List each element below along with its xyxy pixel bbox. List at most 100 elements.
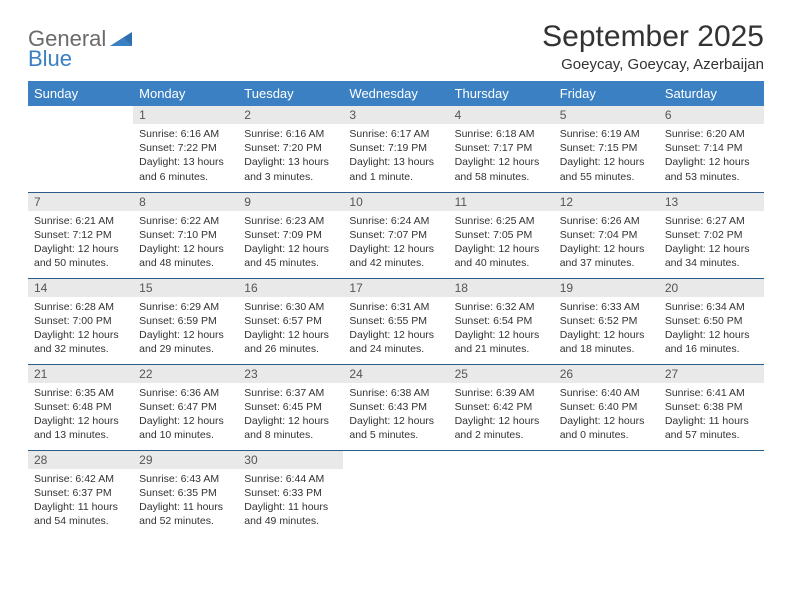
calendar-day-cell: 16Sunrise: 6:30 AMSunset: 6:57 PMDayligh…	[238, 278, 343, 364]
day-details: Sunrise: 6:37 AMSunset: 6:45 PMDaylight:…	[238, 383, 343, 447]
day-number: 23	[238, 365, 343, 383]
day-number: 24	[343, 365, 448, 383]
day-number: 18	[449, 279, 554, 297]
calendar-day-cell: 6Sunrise: 6:20 AMSunset: 7:14 PMDaylight…	[659, 106, 764, 192]
day-details: Sunrise: 6:25 AMSunset: 7:05 PMDaylight:…	[449, 211, 554, 275]
day-number: 13	[659, 193, 764, 211]
calendar-day-cell: 9Sunrise: 6:23 AMSunset: 7:09 PMDaylight…	[238, 192, 343, 278]
calendar-day-cell: 27Sunrise: 6:41 AMSunset: 6:38 PMDayligh…	[659, 364, 764, 450]
calendar-day-cell: 5Sunrise: 6:19 AMSunset: 7:15 PMDaylight…	[554, 106, 659, 192]
calendar-day-cell: 28Sunrise: 6:42 AMSunset: 6:37 PMDayligh…	[28, 450, 133, 536]
day-details: Sunrise: 6:27 AMSunset: 7:02 PMDaylight:…	[659, 211, 764, 275]
day-details: Sunrise: 6:21 AMSunset: 7:12 PMDaylight:…	[28, 211, 133, 275]
day-number: 22	[133, 365, 238, 383]
calendar-day-cell: 18Sunrise: 6:32 AMSunset: 6:54 PMDayligh…	[449, 278, 554, 364]
calendar-day-cell: 10Sunrise: 6:24 AMSunset: 7:07 PMDayligh…	[343, 192, 448, 278]
weekday-header: Friday	[554, 81, 659, 106]
day-number: 15	[133, 279, 238, 297]
day-details: Sunrise: 6:29 AMSunset: 6:59 PMDaylight:…	[133, 297, 238, 361]
calendar-day-cell: 11Sunrise: 6:25 AMSunset: 7:05 PMDayligh…	[449, 192, 554, 278]
day-details: Sunrise: 6:23 AMSunset: 7:09 PMDaylight:…	[238, 211, 343, 275]
day-details: Sunrise: 6:30 AMSunset: 6:57 PMDaylight:…	[238, 297, 343, 361]
calendar-day-cell: 19Sunrise: 6:33 AMSunset: 6:52 PMDayligh…	[554, 278, 659, 364]
calendar-week-row: 28Sunrise: 6:42 AMSunset: 6:37 PMDayligh…	[28, 450, 764, 536]
location-text: Goeycay, Goeycay, Azerbaijan	[542, 56, 764, 73]
day-number: 5	[554, 106, 659, 124]
day-details: Sunrise: 6:20 AMSunset: 7:14 PMDaylight:…	[659, 124, 764, 188]
weekday-header: Wednesday	[343, 81, 448, 106]
weekday-header: Thursday	[449, 81, 554, 106]
day-details: Sunrise: 6:38 AMSunset: 6:43 PMDaylight:…	[343, 383, 448, 447]
title-block: September 2025 Goeycay, Goeycay, Azerbai…	[542, 20, 764, 73]
day-details: Sunrise: 6:41 AMSunset: 6:38 PMDaylight:…	[659, 383, 764, 447]
day-details: Sunrise: 6:18 AMSunset: 7:17 PMDaylight:…	[449, 124, 554, 188]
weekday-header: Saturday	[659, 81, 764, 106]
calendar-day-cell: 24Sunrise: 6:38 AMSunset: 6:43 PMDayligh…	[343, 364, 448, 450]
day-number: 27	[659, 365, 764, 383]
day-number: 8	[133, 193, 238, 211]
day-number: 2	[238, 106, 343, 124]
calendar-day-cell: 2Sunrise: 6:16 AMSunset: 7:20 PMDaylight…	[238, 106, 343, 192]
day-number: 10	[343, 193, 448, 211]
day-number: 11	[449, 193, 554, 211]
day-details: Sunrise: 6:43 AMSunset: 6:35 PMDaylight:…	[133, 469, 238, 533]
calendar-day-cell: 8Sunrise: 6:22 AMSunset: 7:10 PMDaylight…	[133, 192, 238, 278]
day-number: 26	[554, 365, 659, 383]
calendar-day-cell: 7Sunrise: 6:21 AMSunset: 7:12 PMDaylight…	[28, 192, 133, 278]
calendar-day-cell: 3Sunrise: 6:17 AMSunset: 7:19 PMDaylight…	[343, 106, 448, 192]
calendar-day-cell: 15Sunrise: 6:29 AMSunset: 6:59 PMDayligh…	[133, 278, 238, 364]
weekday-header-row: Sunday Monday Tuesday Wednesday Thursday…	[28, 81, 764, 106]
day-number: 12	[554, 193, 659, 211]
day-number: 28	[28, 451, 133, 469]
weekday-header: Sunday	[28, 81, 133, 106]
day-details: Sunrise: 6:35 AMSunset: 6:48 PMDaylight:…	[28, 383, 133, 447]
day-number: 14	[28, 279, 133, 297]
day-details: Sunrise: 6:42 AMSunset: 6:37 PMDaylight:…	[28, 469, 133, 533]
day-number: 17	[343, 279, 448, 297]
calendar-week-row: 7Sunrise: 6:21 AMSunset: 7:12 PMDaylight…	[28, 192, 764, 278]
day-details: Sunrise: 6:26 AMSunset: 7:04 PMDaylight:…	[554, 211, 659, 275]
day-details: Sunrise: 6:44 AMSunset: 6:33 PMDaylight:…	[238, 469, 343, 533]
calendar-day-cell: 26Sunrise: 6:40 AMSunset: 6:40 PMDayligh…	[554, 364, 659, 450]
logo-triangle-icon	[110, 30, 134, 48]
day-number: 16	[238, 279, 343, 297]
weekday-header: Tuesday	[238, 81, 343, 106]
calendar-day-cell	[343, 450, 448, 536]
calendar-day-cell: 23Sunrise: 6:37 AMSunset: 6:45 PMDayligh…	[238, 364, 343, 450]
day-details: Sunrise: 6:31 AMSunset: 6:55 PMDaylight:…	[343, 297, 448, 361]
day-number: 19	[554, 279, 659, 297]
calendar-day-cell: 20Sunrise: 6:34 AMSunset: 6:50 PMDayligh…	[659, 278, 764, 364]
day-details: Sunrise: 6:32 AMSunset: 6:54 PMDaylight:…	[449, 297, 554, 361]
day-number: 30	[238, 451, 343, 469]
day-details: Sunrise: 6:22 AMSunset: 7:10 PMDaylight:…	[133, 211, 238, 275]
day-number: 4	[449, 106, 554, 124]
calendar-day-cell: 14Sunrise: 6:28 AMSunset: 7:00 PMDayligh…	[28, 278, 133, 364]
calendar-day-cell: 21Sunrise: 6:35 AMSunset: 6:48 PMDayligh…	[28, 364, 133, 450]
weekday-header: Monday	[133, 81, 238, 106]
calendar-day-cell	[449, 450, 554, 536]
calendar-day-cell: 4Sunrise: 6:18 AMSunset: 7:17 PMDaylight…	[449, 106, 554, 192]
calendar-day-cell: 17Sunrise: 6:31 AMSunset: 6:55 PMDayligh…	[343, 278, 448, 364]
calendar-day-cell: 25Sunrise: 6:39 AMSunset: 6:42 PMDayligh…	[449, 364, 554, 450]
day-number: 1	[133, 106, 238, 124]
calendar-week-row: 21Sunrise: 6:35 AMSunset: 6:48 PMDayligh…	[28, 364, 764, 450]
day-details: Sunrise: 6:34 AMSunset: 6:50 PMDaylight:…	[659, 297, 764, 361]
day-number: 7	[28, 193, 133, 211]
day-details: Sunrise: 6:28 AMSunset: 7:00 PMDaylight:…	[28, 297, 133, 361]
calendar-day-cell	[28, 106, 133, 192]
day-number: 20	[659, 279, 764, 297]
header: General September 2025 Goeycay, Goeycay,…	[28, 20, 764, 73]
day-number: 21	[28, 365, 133, 383]
day-details: Sunrise: 6:33 AMSunset: 6:52 PMDaylight:…	[554, 297, 659, 361]
day-number: 3	[343, 106, 448, 124]
calendar-day-cell	[659, 450, 764, 536]
day-details: Sunrise: 6:16 AMSunset: 7:20 PMDaylight:…	[238, 124, 343, 188]
calendar-week-row: 14Sunrise: 6:28 AMSunset: 7:00 PMDayligh…	[28, 278, 764, 364]
day-details: Sunrise: 6:19 AMSunset: 7:15 PMDaylight:…	[554, 124, 659, 188]
page-title: September 2025	[542, 20, 764, 54]
logo-word2: Blue	[28, 46, 72, 72]
calendar-table: Sunday Monday Tuesday Wednesday Thursday…	[28, 81, 764, 536]
calendar-day-cell: 30Sunrise: 6:44 AMSunset: 6:33 PMDayligh…	[238, 450, 343, 536]
day-number: 6	[659, 106, 764, 124]
calendar-day-cell: 12Sunrise: 6:26 AMSunset: 7:04 PMDayligh…	[554, 192, 659, 278]
